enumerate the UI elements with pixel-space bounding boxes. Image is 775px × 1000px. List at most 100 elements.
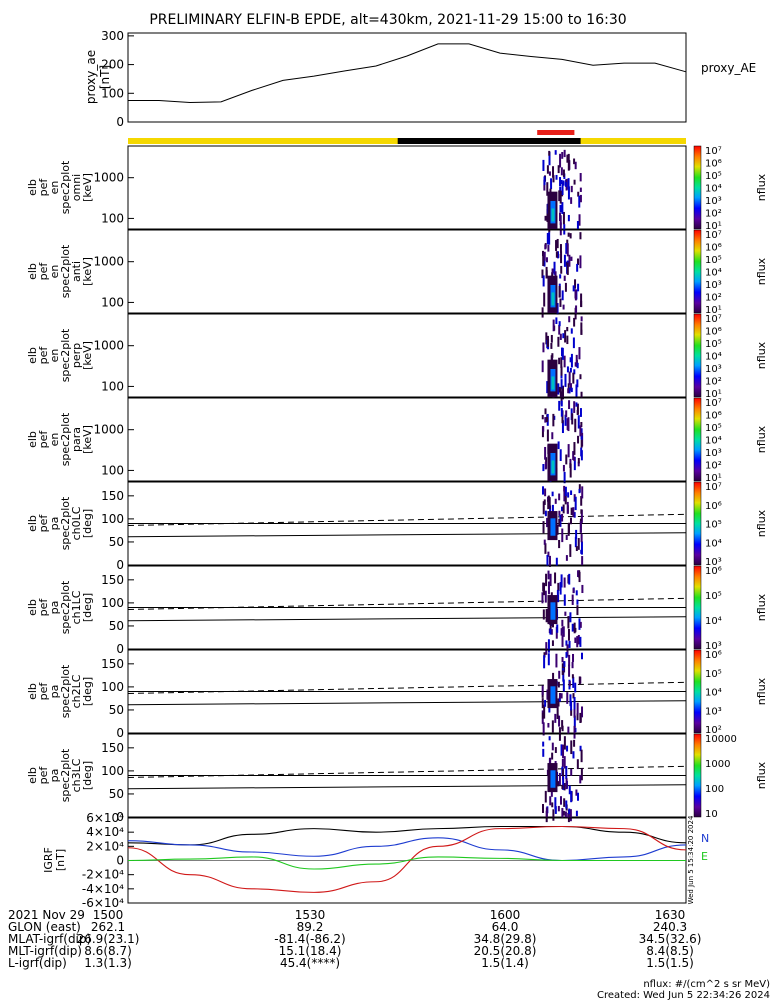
en_anti-flux-cell (576, 263, 579, 272)
en_para-colorbar-tick: 10⁵ (705, 423, 722, 434)
pa_ch1-flux-cell (549, 622, 552, 629)
science-zone-bar (537, 130, 575, 135)
pa_ch3-ytick-label: 50 (109, 787, 124, 801)
en_para-flux-cell (577, 461, 580, 467)
pa_ch3-flux-cell (560, 744, 563, 756)
en_omni-flux-cell (574, 161, 577, 170)
en_para-colorbar-tick: 10⁷ (705, 398, 722, 409)
pa_ch3-flux-cell (554, 797, 557, 810)
en_para-flux-cell (557, 441, 560, 450)
pa_ch2-flux-cell (579, 712, 582, 724)
en_anti-flux-peak-hot (551, 292, 555, 306)
pa_ch0-flux-cell (542, 521, 545, 534)
en_para-flux-cell (573, 456, 576, 462)
pa_ch2-flux-cell (568, 654, 571, 667)
pa_ch2-flux-cell (581, 706, 584, 718)
pa_ch0-flux-cell (565, 534, 568, 540)
en_para-flux-cell (565, 454, 568, 465)
pa_ch0-flux-cell (547, 500, 550, 510)
en_anti-flux-cell (561, 290, 564, 301)
en_perp-ylabel: elbpefenspec2plotperp[keV] (26, 328, 94, 382)
pa_ch1-flux-cell (563, 577, 566, 588)
pa_ch2-flux-cell (573, 697, 576, 710)
en_para-flux-cell (551, 432, 554, 440)
en_para-colorbar-tick: 10⁴ (705, 436, 722, 447)
en_anti-colorbar-tick: 10⁶ (705, 243, 722, 254)
pa_ch0-flux-cell (563, 485, 566, 492)
pa_ch0-flux-cell (573, 512, 576, 518)
pa_ch0-flux-cell (573, 494, 576, 502)
pa_ch2-flux-cell (544, 699, 547, 707)
pa_ch1-flux-cell (575, 590, 578, 596)
pa_ch1-flux-cell (544, 590, 547, 603)
en_omni-flux-peak-hot (551, 208, 555, 222)
en_perp-flux-cell (576, 379, 579, 388)
en_anti-ytick-label: 1000 (93, 255, 124, 269)
en_anti-flux-cell (545, 257, 548, 263)
en_para-flux-cell (577, 457, 580, 464)
en_anti-colorbar-label: nflux (755, 257, 768, 285)
en_omni-flux-cell (573, 158, 576, 165)
pa_ch0-flux-cell (551, 504, 554, 512)
pa_ch2-ytick-label: 50 (109, 703, 124, 717)
en_anti-flux-cell (559, 298, 562, 307)
pa_ch1-flux-cell (549, 628, 552, 635)
en_para-flux-cell (573, 456, 576, 471)
en_omni-flux-cell (562, 180, 565, 186)
pa_ch0-flux-cell (569, 544, 572, 557)
pa_ch1-flux-cell (576, 605, 579, 616)
pa_ch0-flux-cell (566, 501, 569, 514)
en_anti-flux-cell (543, 292, 546, 307)
en_para-ylabel: elbpefenspec2plotpara[keV] (26, 412, 94, 466)
en_omni-flux-cell (546, 182, 549, 196)
ephemeris-value: 89.2 (297, 920, 324, 934)
pa_ch2-flux-cell (548, 707, 551, 713)
en_anti-colorbar-tick: 10⁷ (705, 230, 722, 241)
en_anti-flux-cell (580, 300, 583, 308)
pa_ch2-ylabel: elbpefpaspec2plotch2LC[deg] (26, 664, 94, 718)
en_anti-flux-cell (551, 268, 554, 274)
pa_ch1-ytick-label: 100 (101, 596, 124, 610)
en_omni-flux-cell (555, 174, 558, 180)
en_anti-flux-cell (565, 243, 568, 254)
pa_ch0-flux-cell (561, 528, 564, 543)
pa_ch1-flux-cell (564, 611, 567, 616)
en_omni-colorbar-tick: 10³ (705, 196, 722, 207)
en_perp-flux-cell (567, 388, 570, 394)
en_omni-flux-cell (567, 159, 570, 171)
en_para-flux-cell (571, 413, 574, 425)
pa_ch2-flux-cell (556, 714, 559, 719)
en_perp-flux-cell (566, 366, 569, 373)
en_perp-flux-cell (558, 321, 561, 327)
en_omni-flux-cell (577, 191, 580, 197)
en_para-ytick-label: 100 (101, 463, 124, 477)
en_para-flux-cell (580, 439, 583, 448)
pa_ch3-colorbar-tick: 10 (705, 809, 718, 820)
en_perp-frame (127, 313, 687, 398)
pa_ch0-flux-cell (558, 510, 561, 516)
en_perp-flux-cell (580, 329, 583, 335)
pa_ch0-flux-cell (580, 496, 583, 506)
pa_ch1-flux-cell (560, 574, 563, 588)
pa_ch3-flux-cell (563, 782, 566, 791)
pa_ch0-flux-cell (581, 556, 584, 566)
ephemeris-value: 1500 (93, 908, 124, 922)
en_anti-ytick-label: 100 (101, 295, 124, 309)
en_anti-flux-cell (577, 283, 580, 292)
pa_ch0-flux-cell (581, 486, 584, 499)
ephemeris-value: 1530 (295, 908, 326, 922)
en_omni-flux-cell (563, 149, 566, 158)
pa_ch1-flux-cell (569, 612, 572, 623)
en_para-flux-cell (542, 426, 545, 432)
pa_ch0-flux-cell (561, 513, 564, 522)
en_omni-flux-cell (548, 171, 551, 176)
en_omni-flux-cell (579, 187, 582, 192)
en_perp-ytick-label: 100 (101, 379, 124, 393)
en_para-flux-cell (559, 449, 562, 462)
pa_ch3-flux-cell (544, 790, 547, 803)
en_anti-flux-cell (545, 266, 548, 279)
en_perp-ytick-label: 1000 (93, 339, 124, 353)
pa_ch3-flux-cell (563, 736, 566, 750)
pa_ch2-colorbar-tick: 10⁵ (705, 669, 722, 680)
pa_ch2-anti-loss-cone-line (127, 681, 687, 694)
